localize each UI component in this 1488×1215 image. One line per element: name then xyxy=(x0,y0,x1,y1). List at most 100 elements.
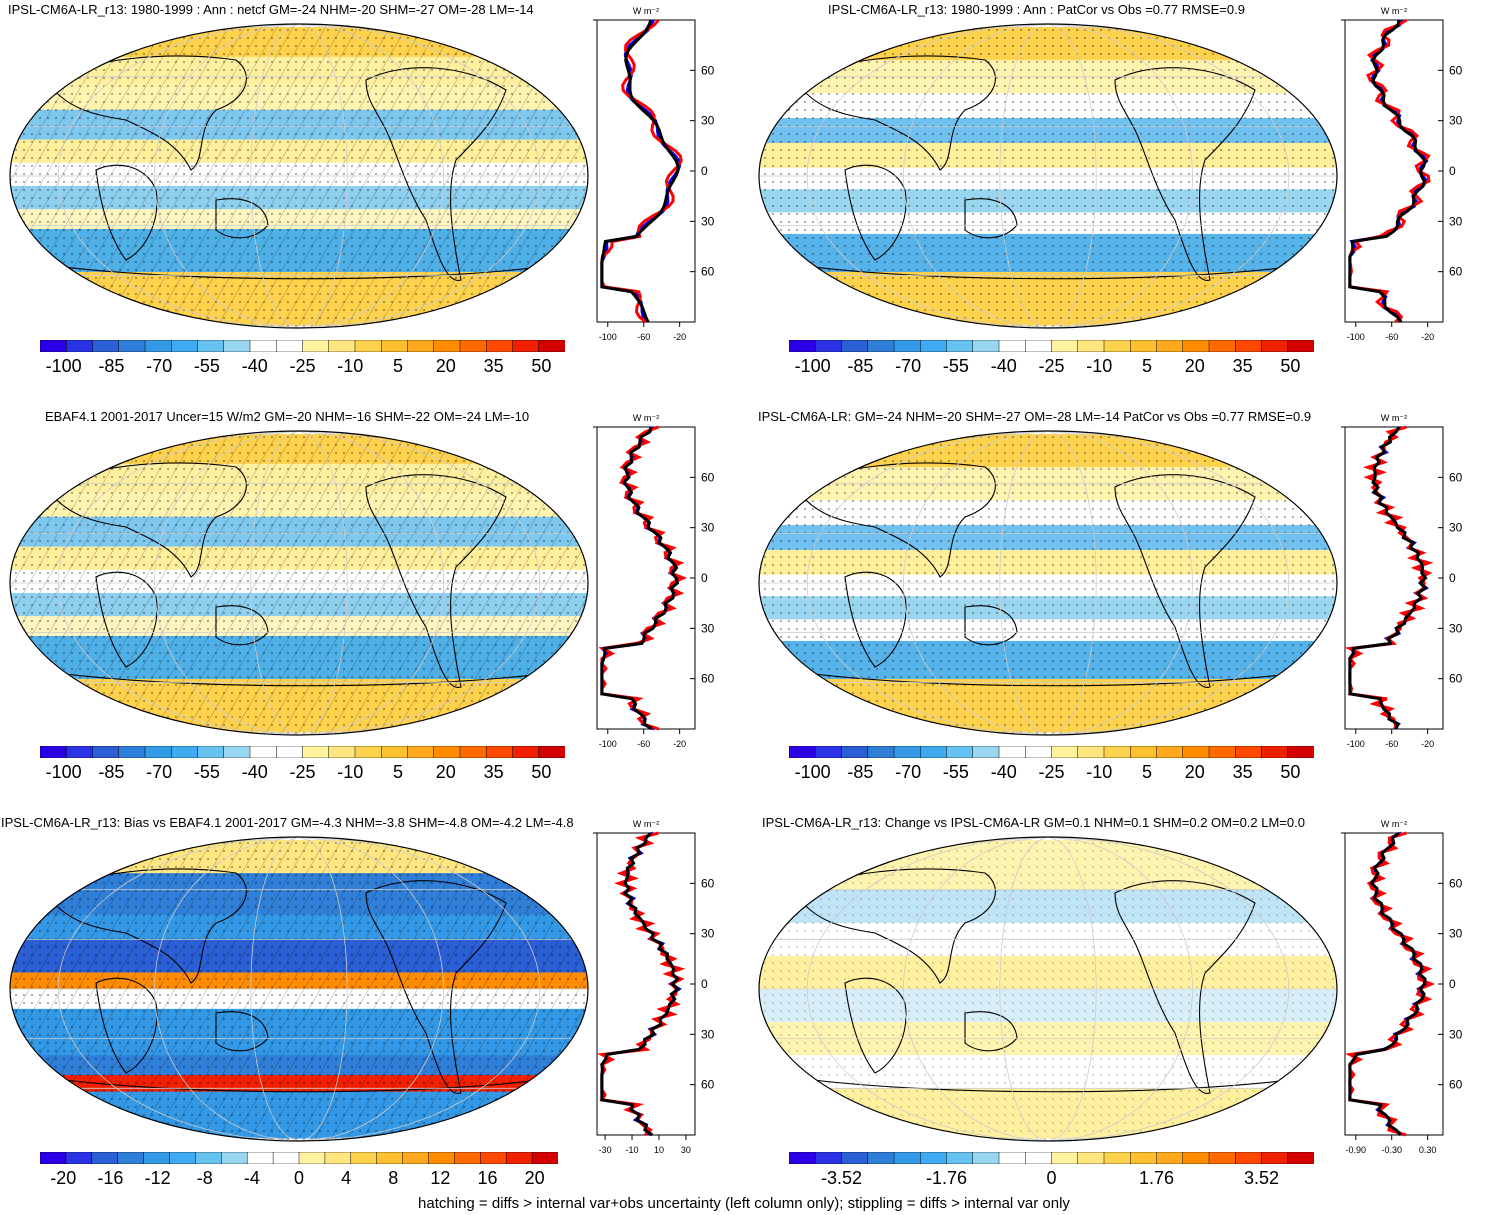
world-map xyxy=(9,23,589,329)
colorbar-swatch xyxy=(143,1152,171,1164)
lat-tick-label: 30S xyxy=(701,1027,715,1041)
lat-tick-label: 30S xyxy=(1449,621,1463,635)
colorbar-tick-label: 8 xyxy=(388,1168,399,1188)
colorbar-tick-label: 16 xyxy=(477,1168,498,1188)
zonal-obs-line xyxy=(1344,831,1436,1137)
colorbar-swatch xyxy=(998,746,1026,758)
footnote: hatching = diffs > internal var+obs unce… xyxy=(418,1195,1070,1212)
colorbar-tick-label: 5 xyxy=(393,762,404,782)
colorbar-swatch xyxy=(223,340,251,352)
colorbar-swatch xyxy=(407,746,435,758)
colorbar-swatch xyxy=(350,1152,378,1164)
zonal-ref-line xyxy=(1348,831,1430,1137)
colorbar-tick-label: -85 xyxy=(847,762,874,782)
colorbar-swatch xyxy=(354,746,382,758)
lat-tick-label: 30S xyxy=(1449,214,1463,228)
colorbar-tick-label: 4 xyxy=(341,1168,352,1188)
lat-tick-label: 60N xyxy=(701,63,715,77)
colorbar-swatch xyxy=(789,746,816,758)
colorbar-swatch xyxy=(171,340,199,352)
colorbar-swatch xyxy=(1287,746,1314,758)
colorbar-tick-label: -85 xyxy=(98,356,125,376)
colorbar-swatch xyxy=(92,340,120,352)
colorbar-swatch xyxy=(1051,746,1079,758)
colorbar-swatch xyxy=(538,340,565,352)
colorbar-swatch xyxy=(867,340,895,352)
zonal-mean-plot: W m⁻² 60N 30N 0 30S 60S -0.90 -0.30 0.30 xyxy=(1341,819,1463,1155)
colorbar-swatch xyxy=(893,340,921,352)
colorbar-swatch xyxy=(1103,340,1131,352)
zonal-x-tick-label: -100 xyxy=(599,739,617,749)
colorbar-swatch xyxy=(324,1152,352,1164)
colorbar-tick-label: 35 xyxy=(1232,762,1253,782)
lat-tick-label: 0 xyxy=(701,977,708,991)
lat-tick-label: 30N xyxy=(701,114,715,128)
colorbar-swatch xyxy=(221,1152,248,1164)
colorbar-swatch xyxy=(1287,1152,1314,1164)
colorbar-swatch xyxy=(459,746,487,758)
lat-tick-label: 30S xyxy=(701,214,715,228)
colorbar-swatch xyxy=(1261,746,1289,758)
colorbar-swatch xyxy=(920,340,948,352)
colorbar-tick-label: 35 xyxy=(483,762,504,782)
zonal-x-tick-label: -60 xyxy=(637,739,650,749)
colorbar-swatch xyxy=(1182,340,1210,352)
colorbar-tick-label: -16 xyxy=(97,1168,124,1188)
zonal-mean-plot: W m⁻² 60N 30N 0 30S 60S -30 -10 10 30 xyxy=(593,819,715,1155)
colorbar-swatch xyxy=(195,1152,222,1164)
colorbar-swatch xyxy=(946,1152,974,1164)
colorbar-swatch xyxy=(1208,746,1236,758)
colorbar-swatch xyxy=(40,340,67,352)
colorbar-swatch xyxy=(302,746,330,758)
lat-tick-label: 0 xyxy=(1449,571,1456,585)
colorbar-tick-label: 35 xyxy=(483,356,504,376)
colorbar-swatch xyxy=(402,1152,430,1164)
colorbar-swatch xyxy=(144,746,172,758)
colorbar-swatch xyxy=(486,340,514,352)
zonal-obs-line xyxy=(1348,18,1431,324)
colorbar-swatch xyxy=(946,340,974,352)
lat-tick-label: 30N xyxy=(1449,927,1463,941)
colorbar-swatch xyxy=(815,746,843,758)
colorbar-swatch xyxy=(841,340,869,352)
colorbar-swatch xyxy=(1077,340,1105,352)
zonal-model-line xyxy=(600,426,680,731)
colorbar-tick-label: -25 xyxy=(1038,356,1065,376)
colorbar-tick-label: 20 xyxy=(435,356,456,376)
colorbar-swatch xyxy=(920,1152,948,1164)
lat-tick-label: 30S xyxy=(1449,1027,1463,1041)
colorbar-swatch xyxy=(505,1152,533,1164)
colorbar-tick-label: 0 xyxy=(1046,1168,1057,1188)
colorbar-tick-label: -10 xyxy=(337,356,364,376)
colorbar-swatch xyxy=(354,340,382,352)
colorbar-tick-label: -70 xyxy=(895,762,922,782)
colorbar-swatch xyxy=(197,340,225,352)
colorbar-tick-label: -3.52 xyxy=(820,1168,863,1188)
colorbar-tick-label: -40 xyxy=(990,356,1017,376)
zonal-model-line xyxy=(1348,426,1428,730)
colorbar-swatch xyxy=(538,746,565,758)
zonal-x-tick-label: -30 xyxy=(599,1145,612,1155)
panel-title: EBAF4.1 2001-2017 Uncer=15 W/m2 GM=-20 N… xyxy=(45,409,530,424)
zonal-unit-label: W m⁻² xyxy=(1381,6,1407,16)
colorbar-tick-label: 0 xyxy=(293,1168,305,1188)
colorbar-tick-label: -4 xyxy=(243,1168,260,1188)
zonal-ref-line xyxy=(599,426,681,731)
lat-tick-label: 60S xyxy=(1449,1078,1463,1092)
lat-tick-label: 0 xyxy=(1449,977,1456,991)
colorbar-swatch xyxy=(998,1152,1026,1164)
zonal-x-tick-label: -0.30 xyxy=(1381,1145,1402,1155)
lat-tick-label: 30N xyxy=(701,521,715,535)
colorbar-swatch xyxy=(480,1152,507,1164)
colorbar-tick-label: -10 xyxy=(337,762,364,782)
colorbar-swatch xyxy=(144,340,172,352)
colorbar-swatch xyxy=(197,746,225,758)
colorbar-tick-label: -70 xyxy=(146,762,173,782)
colorbar-swatch xyxy=(1261,1152,1289,1164)
colorbar-swatch xyxy=(1156,746,1184,758)
colorbar-swatch xyxy=(920,746,948,758)
colorbar-swatch xyxy=(1077,1152,1105,1164)
colorbar-labels: -3.52 -1.76 0 1.76 3.52 xyxy=(789,1168,1314,1190)
colorbar-tick-label: -55 xyxy=(193,762,220,782)
colorbar-tick-label: -1.76 xyxy=(925,1168,968,1188)
